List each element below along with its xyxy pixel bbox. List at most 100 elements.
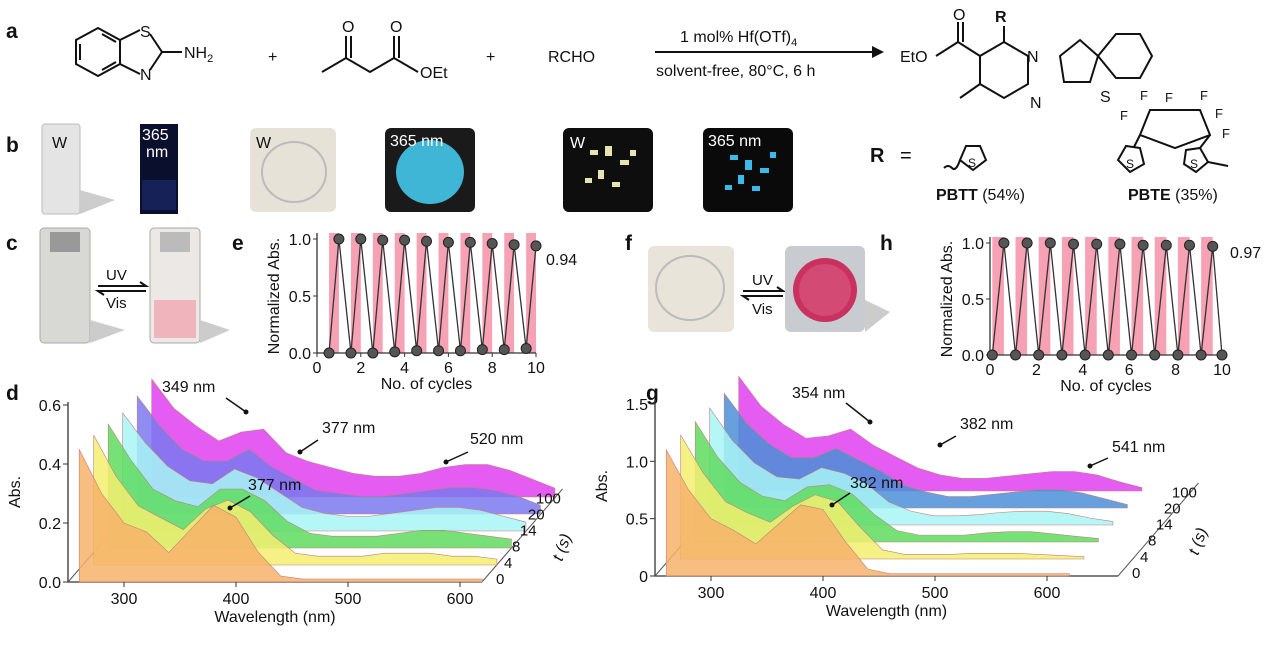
x-tick-label: 8 (1171, 362, 1180, 379)
data-point (1091, 238, 1103, 250)
data-point (323, 347, 335, 359)
data-point (1010, 349, 1022, 361)
panel-label-d: d (6, 382, 19, 405)
data-point (476, 344, 488, 356)
x-tick-label: 0 (986, 362, 995, 379)
panel-label-h: h (880, 232, 893, 255)
forward-arrow-icon (743, 286, 787, 292)
atom-o: O (953, 7, 965, 24)
data-point (998, 237, 1010, 249)
label-365-nm: 365 nm (708, 133, 761, 150)
x-tick-label: 10 (527, 360, 545, 377)
vis-label: Vis (106, 295, 127, 312)
t-tick-label: 14 (520, 523, 537, 540)
atom-f: F (1200, 88, 1208, 103)
y-tick-label: 0.2 (39, 516, 61, 533)
data-point (454, 345, 466, 357)
data-point (1216, 349, 1228, 361)
annotation-arrow-icon (229, 495, 251, 509)
x-axis-label: Wavelength (nm) (214, 609, 335, 626)
y-axis-label: Abs. (7, 476, 24, 508)
photo-film-uv: 365 nm (385, 128, 475, 212)
atom-o: O (342, 19, 354, 36)
photo-film-pink (785, 246, 890, 332)
data-line (328, 238, 537, 354)
x-tick-label: 4 (1078, 362, 1087, 379)
x-tick-label: 500 (335, 591, 362, 608)
x-tick-label: 10 (1213, 362, 1231, 379)
photo-vial-pink (149, 227, 230, 344)
spectrum-t-0 (665, 448, 1070, 577)
label-w: W (52, 135, 68, 152)
data-point (1184, 239, 1196, 251)
y-tick-label: 0.6 (39, 398, 61, 415)
data-point (1160, 239, 1172, 251)
depth-axis (1117, 482, 1199, 577)
label-nm: nm (146, 144, 168, 161)
atom-eto: EtO (900, 49, 928, 66)
y-tick-label: 1.5 (626, 397, 648, 414)
arrowhead-icon (867, 419, 873, 425)
reactant-ethyl-acetoacetate: O O OEt (321, 19, 448, 82)
uv-label: UV (106, 267, 127, 284)
uv-label: UV (752, 272, 773, 289)
data-point (1068, 238, 1080, 250)
data-point (367, 347, 379, 359)
label-365-nm: 365 nm (390, 133, 443, 150)
vis-label: Vis (752, 301, 773, 318)
photo-vial-uv: 365 nm (140, 124, 178, 214)
data-point (333, 233, 345, 245)
t-tick-label: 4 (1140, 549, 1148, 566)
data-point (486, 238, 498, 250)
peak-annotation: 354 nm (792, 385, 845, 402)
atom-o: O (390, 19, 402, 36)
photo-film-white-light: W (250, 128, 336, 212)
annotation-arrow-icon (939, 435, 957, 446)
annotation-arrow-icon (845, 402, 871, 423)
data-point (377, 234, 389, 246)
arrowhead-icon (1087, 463, 1093, 469)
atom-n: N (1030, 95, 1042, 112)
atom-f: F (1120, 108, 1128, 123)
peak-annotation: 520 nm (470, 431, 523, 448)
atom-s: S (1190, 157, 1198, 171)
chart-e: 0 2 4 6 8 10 0.0 0.5 1.0 No. of cycles Normalized … (266, 232, 577, 393)
data-point (1207, 240, 1219, 252)
label-w: W (570, 135, 586, 152)
annotation-arrow-icon (445, 451, 469, 463)
y-tick-label: 0.5 (626, 512, 648, 529)
data-point (520, 342, 532, 354)
reaction-conditions: solvent-free, 80°C, 6 h (656, 63, 815, 80)
reactant-aldehyde: RCHO (548, 49, 595, 66)
data-point (421, 235, 432, 247)
t-tick-label: 8 (1148, 533, 1156, 550)
pbte-label: PBTE (35%) (1128, 187, 1218, 204)
data-point (1033, 349, 1045, 361)
t-axis-label: t (s) (1186, 526, 1211, 558)
data-point (399, 234, 411, 246)
y-tick-label: 0 (639, 569, 648, 586)
t-tick-label: 100 (1172, 484, 1197, 501)
data-point (345, 347, 357, 359)
photo-vial-white-light: W (41, 123, 115, 215)
dithienylperfluorocyclopentene-structure: F F F F F F S S (1116, 88, 1230, 174)
plus-sign: + (486, 49, 495, 66)
chart-h: 0 2 4 6 8 10 0.0 0.5 1.0 No. of cycles Normalized … (939, 236, 1261, 395)
data-point (433, 345, 445, 357)
x-tick-label: 8 (488, 360, 497, 377)
data-point (1149, 349, 1161, 361)
x-tick-label: 300 (698, 585, 725, 602)
t-tick-label: 14 (1156, 517, 1173, 534)
data-point (1137, 239, 1149, 251)
atom-s: S (1100, 89, 1111, 106)
annotation-arrow-icon (831, 492, 851, 506)
reverse-arrow-icon (94, 290, 146, 296)
atom-s: S (1126, 157, 1134, 171)
atom-n: N (140, 67, 152, 84)
panel-label-a: a (6, 20, 18, 43)
photo-film-colorless (648, 246, 734, 332)
panel-label-e: e (232, 232, 244, 255)
label-w: W (256, 135, 272, 152)
data-point (1056, 349, 1068, 361)
